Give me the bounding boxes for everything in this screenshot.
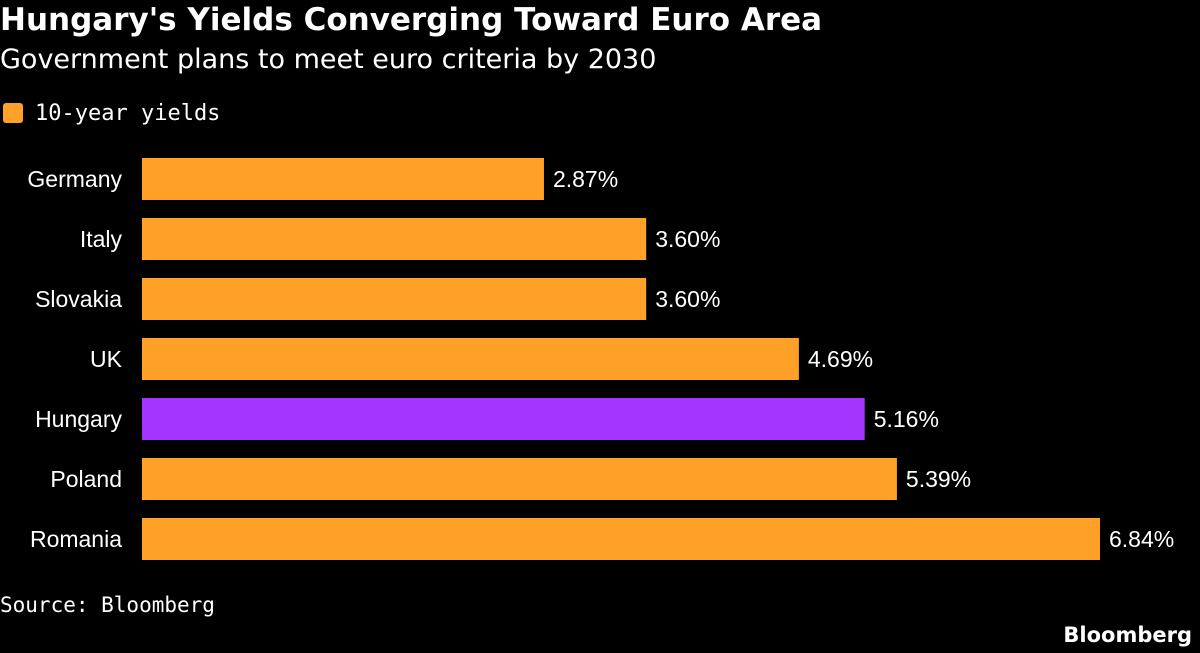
chart-subtitle: Government plans to meet euro criteria b… (0, 44, 657, 75)
value-label-uk: 4.69% (808, 346, 873, 372)
category-label-poland: Poland (50, 466, 122, 492)
category-label-germany: Germany (27, 166, 122, 192)
legend-label: 10-year yields (35, 100, 221, 126)
bar-hungary (142, 398, 865, 440)
value-label-romania: 6.84% (1109, 526, 1174, 552)
category-label-slovakia: Slovakia (35, 286, 122, 312)
value-label-germany: 2.87% (553, 166, 618, 192)
value-label-hungary: 5.16% (874, 406, 939, 432)
chart-title: Hungary's Yields Converging Toward Euro … (0, 2, 823, 38)
legend-swatch (3, 103, 23, 123)
category-label-uk: UK (90, 346, 123, 372)
bar-slovakia (142, 278, 647, 320)
bar-chart: Germany 2.87% Italy 3.60% Slovakia 3.60% UK 4.6… (27, 158, 1174, 560)
bar-romania (142, 518, 1100, 560)
bar-poland (142, 458, 897, 500)
category-label-italy: Italy (80, 226, 123, 252)
category-label-hungary: Hungary (35, 406, 122, 432)
category-label-romania: Romania (30, 526, 122, 552)
bar-germany (142, 158, 544, 200)
source-note: Source: Bloomberg (0, 593, 215, 617)
value-label-italy: 3.60% (655, 226, 720, 252)
bar-italy (142, 218, 647, 260)
value-label-poland: 5.39% (906, 466, 971, 492)
bar-uk (142, 338, 799, 380)
value-label-slovakia: 3.60% (655, 286, 720, 312)
brand-logo: Bloomberg (1063, 623, 1192, 647)
legend: 10-year yields (0, 96, 220, 130)
